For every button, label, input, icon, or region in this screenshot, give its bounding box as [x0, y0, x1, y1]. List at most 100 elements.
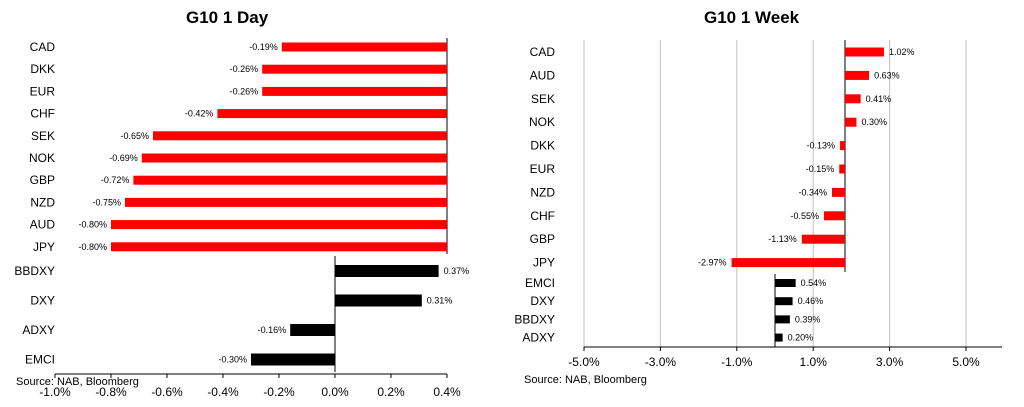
category-label: NOK [529, 115, 555, 129]
category-label: DKK [30, 62, 55, 76]
category-label: ADXY [522, 331, 555, 345]
bar [801, 234, 845, 244]
data-label: 0.37% [444, 266, 470, 276]
x-tick-label: 1.0% [800, 355, 828, 369]
bar [731, 258, 845, 268]
bar [111, 242, 447, 252]
data-label: -0.42% [185, 109, 214, 119]
bar [141, 153, 448, 163]
data-label: -0.26% [230, 64, 259, 74]
bar [823, 211, 845, 221]
category-label: EUR [530, 162, 556, 176]
category-label: NOK [29, 151, 55, 165]
x-tick-label: -1.0% [721, 355, 753, 369]
bar [775, 297, 793, 306]
data-label: 0.63% [874, 70, 900, 80]
data-label: -0.34% [798, 187, 827, 197]
bar [839, 164, 845, 174]
data-label: 0.20% [788, 333, 814, 343]
category-label: GBP [530, 232, 555, 246]
bar [840, 141, 845, 151]
category-label: DXY [530, 294, 555, 308]
category-label: AUD [530, 68, 556, 82]
data-label: 0.30% [861, 117, 887, 127]
category-label: CHF [30, 107, 55, 121]
category-label: SEK [531, 92, 555, 106]
bar [845, 47, 884, 57]
bar [335, 294, 422, 307]
bar [262, 64, 447, 74]
category-label: DXY [30, 294, 55, 308]
x-tick-label: -3.0% [645, 355, 677, 369]
category-label: JPY [533, 256, 555, 270]
bar [335, 265, 439, 277]
x-tick-label: 3.0% [876, 355, 904, 369]
bar [775, 315, 790, 324]
data-label: -0.72% [101, 175, 130, 185]
x-tick-label: -0.4% [207, 385, 239, 399]
bar [845, 70, 870, 80]
bar [845, 94, 861, 104]
data-label: -0.13% [807, 141, 836, 151]
category-label: BBDXY [14, 264, 55, 278]
category-label: EMCI [25, 353, 55, 367]
data-label: 0.46% [798, 296, 824, 306]
x-tick-label: 0.4% [433, 385, 461, 399]
x-tick-label: -0.6% [151, 385, 183, 399]
data-label: -0.55% [790, 211, 819, 221]
source-note: Source: NAB, Bloomberg [16, 376, 139, 388]
data-label: -0.80% [78, 242, 107, 252]
category-label: EMCI [525, 276, 555, 290]
x-tick-label: 0.0% [321, 385, 349, 399]
x-tick-label: -1.0% [39, 385, 71, 399]
bar [832, 187, 845, 197]
data-label: -0.80% [78, 220, 107, 230]
data-label: 0.39% [795, 314, 821, 324]
category-label: JPY [33, 240, 55, 254]
category-label: NZD [30, 195, 55, 209]
data-label: -1.13% [768, 234, 797, 244]
chart-plot-area: -5.0% -3.0% -1.0% 1.0% 3.0% 5.0% CAD 1.02% AUD 0.… [514, 40, 1002, 369]
chart-title: G10 1 Day [186, 8, 269, 27]
data-label: -0.65% [120, 131, 149, 141]
data-label: -0.30% [218, 355, 247, 365]
category-label: EUR [30, 84, 56, 98]
x-tick-label: 0.2% [377, 385, 405, 399]
source-note: Source: NAB, Bloomberg [524, 374, 647, 386]
chart-g10-1-week: G10 1 Week -5.0% -3.0% -1.0% 1.0% 3.0% 5.0% CA… [512, 0, 1024, 407]
category-label: CAD [530, 45, 556, 59]
data-label: -2.97% [698, 258, 727, 268]
bar [262, 86, 447, 96]
category-label: CHF [530, 209, 555, 223]
data-label: 0.31% [427, 296, 453, 306]
bar [281, 42, 447, 52]
data-label: -0.69% [109, 153, 138, 163]
category-label: CAD [30, 40, 56, 54]
category-label: NZD [530, 185, 555, 199]
bar [217, 109, 447, 119]
data-label: -0.15% [806, 164, 835, 174]
bar [251, 353, 335, 366]
data-label: 0.54% [801, 278, 827, 288]
bar [153, 131, 447, 141]
bar [125, 197, 447, 207]
data-label: -0.26% [230, 86, 259, 96]
category-label: DKK [530, 139, 555, 153]
x-tick-label: 5.0% [952, 355, 980, 369]
chart-g10-1-day: G10 1 Day -1.0% -0.8% -0.6% -0.4% -0.2% 0.0% 0… [14, 8, 470, 399]
category-label: ADXY [22, 323, 55, 337]
data-label: -0.16% [258, 325, 287, 335]
x-tick-label: -0.8% [95, 385, 127, 399]
bar [133, 175, 447, 185]
bar [775, 333, 783, 342]
x-tick-label: -5.0% [568, 355, 600, 369]
x-tick-label: -0.2% [263, 385, 295, 399]
category-label: BBDXY [514, 312, 555, 326]
category-label: SEK [31, 129, 55, 143]
bar [111, 220, 447, 230]
bar [775, 279, 796, 287]
category-label: GBP [30, 173, 55, 187]
chart-title: G10 1 Week [704, 8, 800, 27]
bar [290, 324, 335, 336]
category-label: AUD [30, 218, 56, 232]
